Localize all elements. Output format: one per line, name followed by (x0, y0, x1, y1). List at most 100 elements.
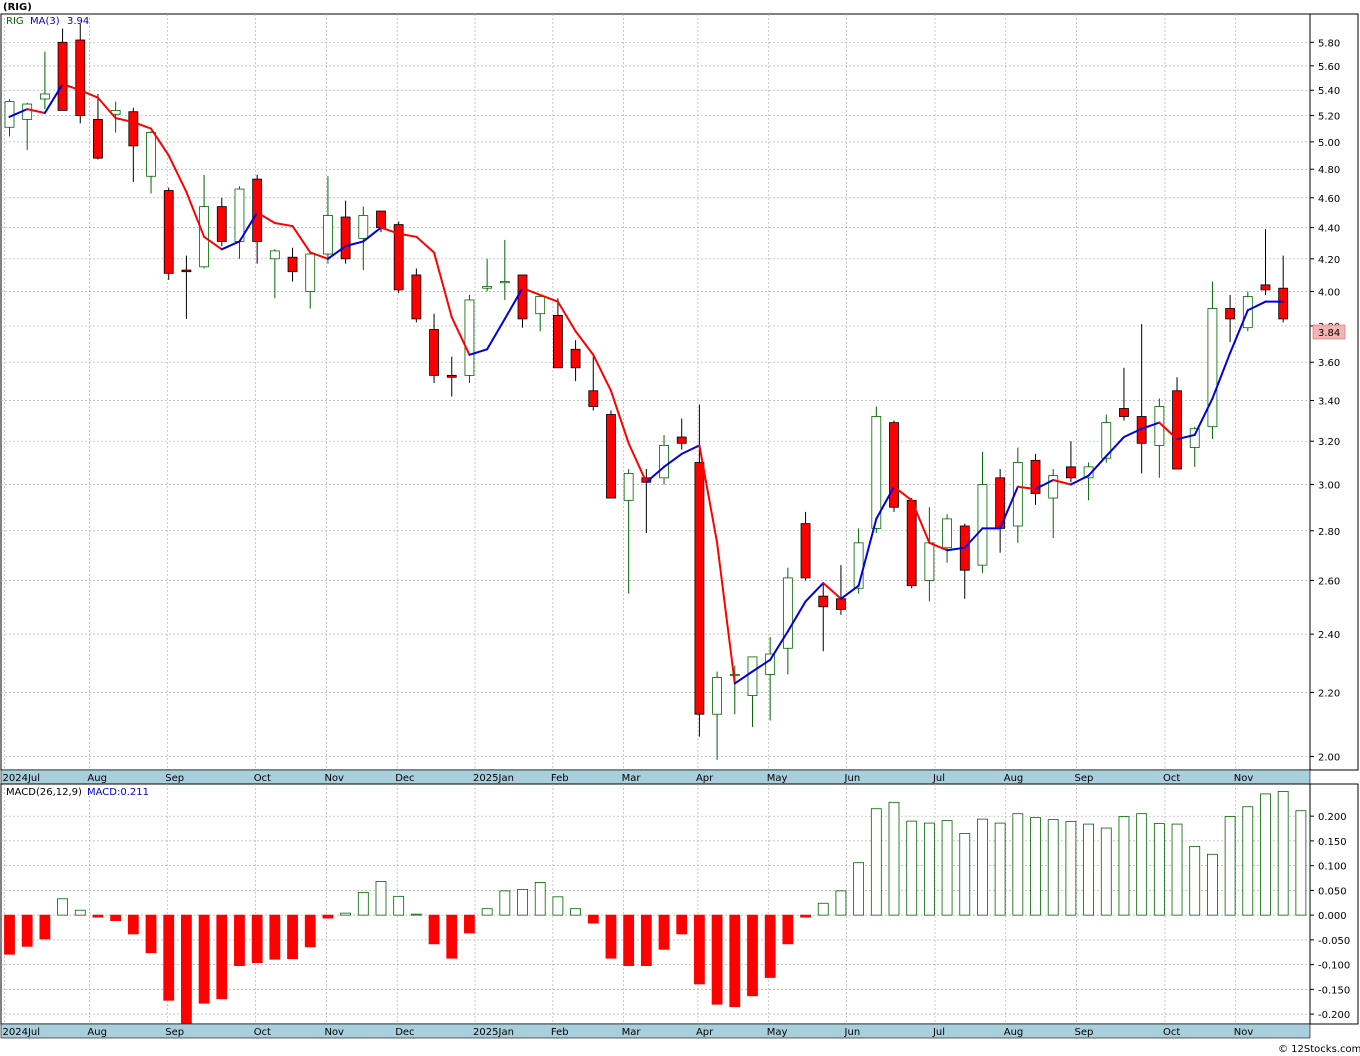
month-label: Jul (932, 773, 945, 784)
ma-segment (8, 108, 29, 118)
macd-bar-negative (605, 914, 617, 959)
macd-bar-negative (428, 914, 440, 945)
macd-tick-label: 0.100 (1318, 862, 1347, 873)
candle-up (499, 281, 510, 284)
month-label: Jul (932, 1027, 945, 1038)
ma-segment (857, 517, 878, 587)
macd-label: MACD(26,12,9) (6, 787, 82, 798)
macd-bar-positive (1224, 816, 1236, 916)
candle-down (181, 269, 192, 273)
candle-down (128, 111, 139, 147)
macd-bar-negative (764, 914, 776, 978)
month-label: Mar (622, 773, 642, 784)
ma-segment (893, 485, 913, 502)
candle-down (93, 119, 103, 159)
macd-bar-positive (1012, 813, 1024, 916)
macd-bar-positive (57, 898, 68, 916)
month-label: Aug (87, 1027, 107, 1038)
ma-segment (468, 348, 489, 356)
macd-bar-negative (676, 914, 688, 935)
month-label: Feb (551, 773, 569, 784)
month-label: May (767, 773, 788, 784)
price-tick-label: 3.00 (1318, 480, 1340, 491)
price-tick-label: 2.80 (1318, 527, 1340, 538)
ma-segment (185, 190, 206, 238)
candle-down (411, 274, 422, 320)
macd-time-axis (0, 1023, 1311, 1039)
candle-down (588, 390, 599, 407)
copyright-footer: © 12Stocks.com (1278, 1044, 1360, 1055)
ma-segment (574, 330, 595, 356)
price-gridlines (1, 14, 1310, 770)
macd-tick-label: -0.050 (1318, 936, 1350, 947)
ma-segment (503, 287, 524, 320)
candle-down (429, 329, 439, 376)
ma-segment (1052, 479, 1072, 486)
ma-segment (1016, 485, 1037, 490)
candle-up (358, 215, 369, 239)
ma-segment (26, 108, 46, 114)
price-tick-label: 4.60 (1318, 194, 1340, 205)
macd-bar-positive (906, 820, 918, 916)
macd-bar-negative (21, 914, 33, 947)
macd-bar-positive (817, 902, 829, 916)
macd-bar-positive (959, 833, 971, 916)
ma-segment (309, 251, 329, 260)
candle-down (75, 39, 86, 116)
macd-bar-positive (534, 882, 546, 916)
ma-segment (114, 117, 135, 124)
candle-down (1066, 466, 1076, 479)
month-label: Apr (696, 773, 714, 784)
ma-segment (999, 485, 1019, 530)
month-label: Aug (1004, 773, 1024, 784)
price-tick-label: 5.40 (1318, 86, 1340, 97)
macd-bar-negative (623, 914, 635, 967)
month-label: Nov (324, 773, 344, 784)
ma-segment (326, 245, 347, 260)
ma-segment (592, 353, 612, 392)
macd-bar-positive (888, 801, 900, 916)
macd-bar-positive (835, 890, 847, 916)
price-tick-label: 4.20 (1318, 255, 1340, 266)
ma-segment (645, 465, 666, 484)
macd-bar-negative (694, 914, 705, 985)
candle-down (517, 274, 528, 320)
macd-bar-negative (251, 914, 263, 964)
macd-bar-positive (393, 895, 405, 916)
candle-down (1260, 284, 1271, 291)
macd-bar-negative (145, 914, 157, 954)
ma-label: MA(3) (30, 16, 60, 27)
macd-bar-positive (570, 908, 581, 916)
macd-bar-positive (870, 808, 882, 916)
ma-segment (273, 222, 294, 228)
ma-segment (680, 444, 701, 455)
macd-bar-negative (198, 914, 210, 1004)
ma-segment (556, 300, 577, 333)
ma-segment (415, 235, 436, 254)
macd-histogram (4, 791, 1307, 1024)
price-tick-label: 5.00 (1318, 138, 1340, 149)
ma-segment (928, 541, 949, 552)
macd-bar-positive (923, 822, 935, 916)
candle-down (1278, 287, 1289, 320)
price-tick-label: 5.60 (1318, 62, 1340, 73)
ma-segment (61, 83, 82, 92)
month-label: Oct (254, 1027, 271, 1038)
month-label: Feb (551, 1027, 569, 1038)
ma-segment (769, 630, 789, 661)
candle-down (163, 190, 174, 274)
month-label: Jun (844, 773, 861, 784)
candle-down (1225, 308, 1236, 320)
candle-up (22, 103, 33, 120)
ma-segment (609, 389, 630, 445)
macd-bar-positive (1047, 819, 1059, 916)
candle-up (747, 656, 758, 696)
candle-up (234, 188, 245, 242)
candle-up (712, 677, 722, 715)
month-label: Nov (1234, 1027, 1254, 1038)
macd-bar-negative (587, 914, 599, 924)
macd-bar-positive (499, 890, 511, 916)
macd-bar-negative (287, 914, 298, 960)
macd-bar-positive (1189, 845, 1201, 916)
